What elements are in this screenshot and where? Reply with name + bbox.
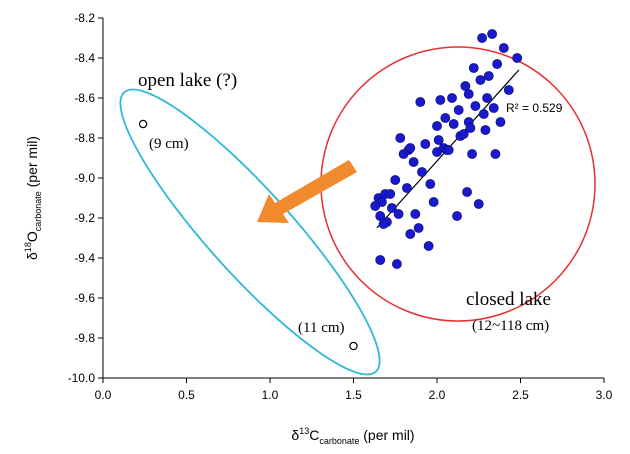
data-point (417, 167, 427, 177)
data-point (432, 121, 442, 131)
x-axis-title: δ13Ccarbonate (per mil) (291, 426, 414, 446)
open-lake-ellipse (119, 88, 381, 376)
data-point (423, 241, 434, 251)
data-point (395, 133, 406, 143)
closed-lake-range-label: (12~118 cm) (472, 318, 549, 334)
data-point (440, 113, 451, 123)
closed-lake-ellipse (320, 46, 596, 322)
y-tick-label: -9.8 (74, 331, 95, 345)
data-point (462, 187, 472, 197)
open-data-point (138, 119, 148, 129)
data-point (473, 199, 484, 209)
x-tick-label: 0.5 (178, 388, 195, 402)
data-point (428, 197, 439, 207)
open-data-point (349, 341, 358, 351)
data-point (487, 29, 498, 39)
data-point (512, 53, 523, 63)
data-point (478, 109, 489, 119)
x-tick-label: 2.5 (512, 388, 529, 402)
open-lake-label: open lake (?) (138, 70, 237, 91)
x-ticks: 0.0 0.5 1.0 1.5 2.0 2.5 3.0 (95, 378, 613, 402)
y-axis-title: δ18Ocarbonate (per mil) (23, 136, 43, 260)
data-point (490, 149, 501, 159)
y-tick-label: -8.4 (74, 51, 95, 65)
data-point (405, 229, 416, 239)
data-point (402, 183, 412, 193)
data-point (475, 75, 486, 85)
data-point (488, 103, 499, 113)
closed-lake-label: closed lake (466, 289, 551, 310)
data-point (435, 95, 446, 105)
y-tick-label: -8.2 (74, 11, 95, 25)
data-point (375, 255, 386, 265)
data-point (468, 63, 479, 73)
x-tick-label: 1.0 (262, 388, 279, 402)
y-tick-label: -9.2 (74, 211, 95, 225)
data-point (415, 97, 426, 107)
y-tick-label: -10.0 (68, 371, 96, 385)
data-point (410, 209, 421, 219)
data-point (482, 93, 492, 103)
data-point (477, 33, 487, 43)
data-point (448, 119, 459, 129)
x-tick-label: 2.0 (429, 388, 446, 402)
r-squared-label: R² = 0.529 (506, 101, 563, 115)
data-point (447, 93, 457, 103)
data-point (495, 117, 506, 127)
data-point (465, 123, 476, 133)
x-tick-label: 1.5 (345, 388, 362, 402)
y-tick-label: -9.4 (74, 251, 95, 265)
data-point (483, 71, 494, 81)
data-point (393, 209, 404, 219)
data-point (408, 157, 419, 167)
data-point (503, 85, 514, 95)
data-point (492, 59, 503, 69)
data-point (405, 143, 416, 153)
data-point (420, 139, 431, 149)
point-9cm-label: (9 cm) (149, 136, 189, 152)
x-tick-label: 3.0 (596, 388, 613, 402)
y-tick-label: -9.0 (74, 171, 95, 185)
y-tick-label: -8.8 (74, 131, 95, 145)
data-point (452, 211, 462, 221)
data-point (392, 259, 402, 269)
data-point (425, 179, 436, 189)
data-point (413, 223, 424, 233)
data-point (378, 219, 389, 229)
data-point (470, 101, 481, 111)
point-11cm-label: (11 cm) (298, 320, 345, 336)
data-point (480, 125, 491, 135)
data-point (443, 145, 454, 155)
data-point (433, 135, 444, 145)
data-point (498, 43, 509, 53)
data-point (370, 201, 381, 211)
data-point (458, 129, 469, 139)
data-point (467, 149, 477, 159)
data-point (390, 175, 401, 185)
y-tick-label: -8.6 (74, 91, 95, 105)
x-tick-label: 0.0 (95, 388, 112, 402)
data-point (387, 203, 397, 213)
shift-arrow (257, 160, 357, 223)
y-ticks: -8.2 -8.4 -8.6 -8.8 -9.0 -9.2 -9.4 -9.6 -9.8 -10.… (68, 11, 103, 385)
data-points (138, 29, 523, 351)
data-point (385, 189, 396, 199)
data-point (463, 89, 474, 99)
y-tick-label: -9.6 (74, 291, 95, 305)
data-point (453, 105, 464, 115)
